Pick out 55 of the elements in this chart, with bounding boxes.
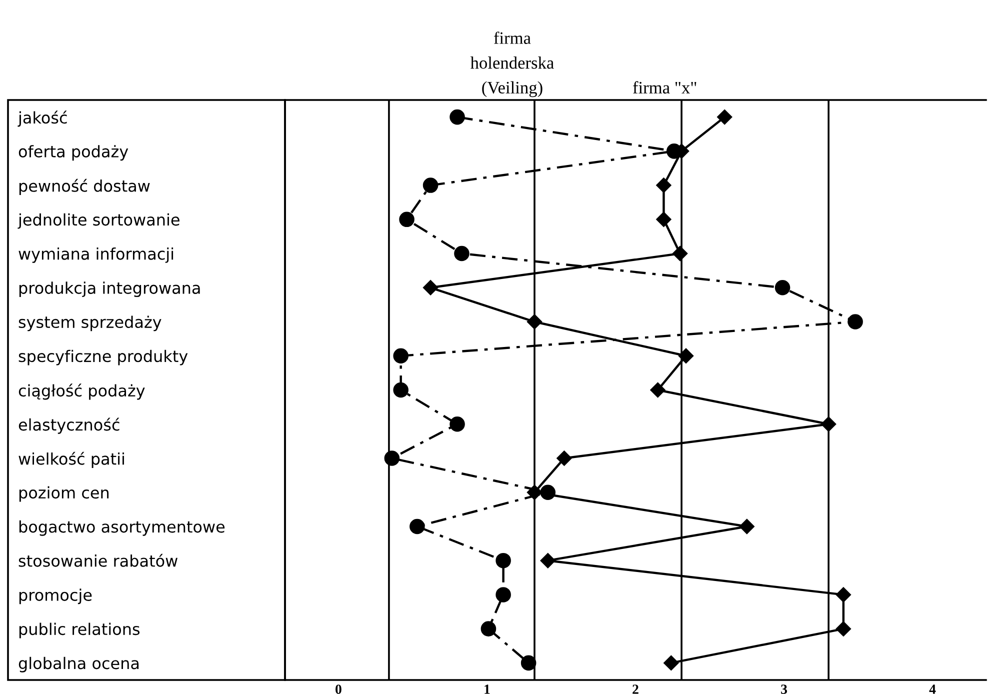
point [664,655,679,671]
point [450,416,465,432]
x-tick-label: 1 [484,684,490,694]
y-tick-label: poziom cen [19,486,109,502]
x-tick-label: 4 [929,684,936,694]
y-tick-label: wymiana informacji [18,247,174,263]
point [656,212,672,227]
point [496,552,511,568]
point [384,450,400,466]
y-tick-label: jakość [18,110,67,127]
y-tick-label: public relations [19,622,140,638]
y-tick-label: specyficzne produkty [18,350,188,366]
y-tick-label: promocje [19,588,92,604]
point [393,348,408,364]
y-tick-label: wielkość patii [18,452,124,468]
point [393,382,408,398]
point [774,280,790,296]
point [656,178,672,193]
point [526,484,542,500]
point [848,314,863,330]
x-tick-label: 2 [632,684,638,694]
series-label: firma "x" [632,81,696,94]
point [821,416,836,432]
point [739,518,754,534]
y-tick-label: globalna ocena [18,656,139,672]
point [520,655,536,671]
point [399,212,414,228]
point [454,246,470,262]
point [672,246,688,262]
point [526,314,542,330]
point [540,553,556,568]
x-tick-label: 3 [781,684,788,694]
point [556,450,572,466]
point [650,382,666,398]
point [422,280,438,296]
point [422,178,438,193]
point [450,109,465,125]
series-label: firma holenderska (Veiling) [470,32,554,98]
point [717,109,732,125]
y-tick-label: system sprzedaży [18,316,162,332]
y-tick-label: pewność dostaw [19,178,150,196]
y-tick-label: stosowanie rabatów [18,554,178,567]
point [836,621,851,636]
y-tick-label: ciągłość podaży [18,384,145,400]
y-tick-label: jednolite sortowanie [18,213,180,229]
point [678,348,694,364]
point [836,587,851,602]
point [496,587,511,602]
point [480,621,496,636]
y-tick-label: bogactwo asortymentowe [19,520,225,536]
point [410,518,425,534]
x-tick-label: 0 [336,684,342,694]
y-tick-label: oferta podaży [18,145,128,161]
y-tick-label: produkcja integrowana [19,282,200,298]
y-tick-label: elastyczność [18,418,120,434]
